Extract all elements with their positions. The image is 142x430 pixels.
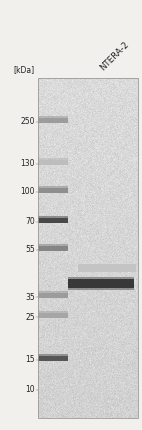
Bar: [38, 359, 68, 360]
Bar: [78, 273, 136, 274]
Bar: [68, 276, 134, 279]
Text: [kDa]: [kDa]: [14, 65, 35, 74]
Bar: [38, 163, 68, 165]
Bar: [38, 356, 68, 361]
Bar: [38, 118, 68, 123]
Text: 55: 55: [25, 246, 35, 255]
Bar: [38, 190, 68, 193]
Text: 25: 25: [25, 313, 35, 322]
Bar: [38, 249, 68, 251]
Bar: [68, 279, 134, 288]
Text: 10: 10: [25, 386, 35, 394]
Bar: [38, 316, 68, 317]
Text: NTERA-2: NTERA-2: [99, 40, 131, 72]
Bar: [38, 313, 68, 318]
Text: 130: 130: [20, 160, 35, 169]
Bar: [38, 218, 68, 223]
Bar: [78, 264, 136, 272]
Bar: [38, 353, 68, 356]
Bar: [38, 116, 68, 117]
Bar: [38, 291, 68, 292]
Text: 100: 100: [20, 187, 35, 197]
Bar: [38, 157, 68, 160]
Bar: [38, 188, 68, 193]
Bar: [38, 295, 68, 298]
Bar: [38, 293, 68, 298]
Bar: [38, 246, 68, 251]
Bar: [38, 160, 68, 165]
Bar: [68, 288, 134, 289]
Bar: [78, 262, 136, 264]
Bar: [38, 243, 68, 246]
Bar: [38, 78, 138, 418]
Bar: [38, 221, 68, 222]
Text: 250: 250: [20, 117, 35, 126]
Text: 15: 15: [25, 356, 35, 365]
Text: 35: 35: [25, 292, 35, 301]
Text: 70: 70: [25, 218, 35, 227]
Bar: [38, 185, 68, 187]
Bar: [38, 310, 68, 313]
Bar: [38, 215, 68, 218]
Bar: [38, 120, 68, 123]
